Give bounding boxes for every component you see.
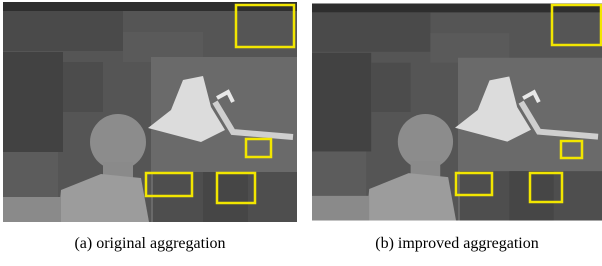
page: (a) original aggregation (b) improved ag… [0, 0, 602, 261]
caption: (a) original aggregation [74, 235, 225, 252]
depth-map-a [3, 2, 297, 222]
figure: (a) original aggregation (b) improved ag… [0, 0, 602, 261]
caption: (b) improved aggregation [375, 235, 539, 252]
